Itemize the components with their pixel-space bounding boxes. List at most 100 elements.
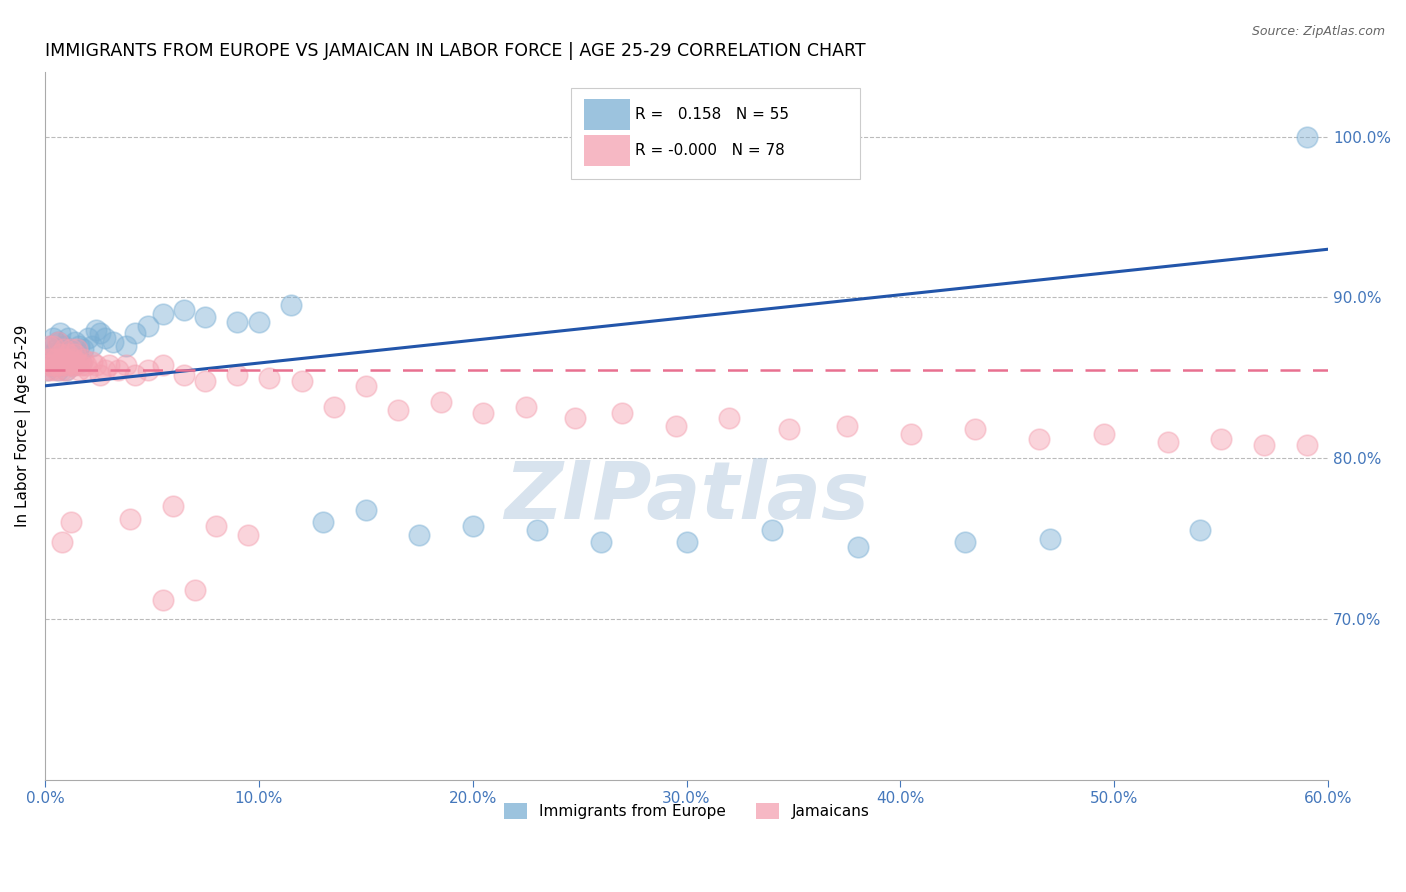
Point — [49, 355, 72, 369]
Point — [247, 314, 270, 328]
Point — [80, 339, 103, 353]
Point — [72, 342, 94, 356]
Point — [665, 419, 688, 434]
Point — [1295, 438, 1317, 452]
Point — [115, 339, 138, 353]
Point — [120, 512, 142, 526]
Point — [53, 339, 76, 353]
Point — [84, 358, 107, 372]
Point — [194, 374, 217, 388]
Text: R =   0.158   N = 55: R = 0.158 N = 55 — [636, 107, 789, 122]
Point — [152, 358, 174, 372]
Point — [70, 358, 93, 372]
Point — [49, 347, 72, 361]
Point — [89, 368, 111, 382]
Point — [58, 358, 80, 372]
Point — [38, 351, 60, 366]
Point — [162, 500, 184, 514]
Point — [1028, 432, 1050, 446]
Point — [46, 363, 69, 377]
Point — [38, 339, 60, 353]
Point — [84, 322, 107, 336]
Point — [38, 358, 60, 372]
Point — [46, 358, 69, 372]
Point — [124, 368, 146, 382]
Point — [63, 347, 86, 361]
Point — [55, 363, 77, 377]
Point — [226, 314, 249, 328]
Point — [39, 351, 62, 366]
Point — [835, 419, 858, 434]
Point — [62, 351, 84, 366]
Point — [589, 534, 612, 549]
Point — [408, 528, 430, 542]
Point — [965, 422, 987, 436]
Point — [51, 363, 73, 377]
Point — [94, 363, 117, 377]
Point — [63, 358, 86, 372]
Point — [103, 335, 125, 350]
Point — [46, 335, 69, 350]
Point — [98, 358, 121, 372]
Point — [46, 335, 69, 350]
Point — [1157, 435, 1180, 450]
Point — [76, 330, 98, 344]
Point — [39, 339, 62, 353]
Point — [51, 351, 73, 366]
Point — [152, 592, 174, 607]
Point — [55, 363, 77, 377]
Point — [59, 355, 82, 369]
Point — [1092, 427, 1115, 442]
Point — [42, 358, 65, 372]
Point — [778, 422, 800, 436]
Point — [461, 518, 484, 533]
Point — [45, 342, 67, 356]
Point — [107, 363, 129, 377]
FancyBboxPatch shape — [583, 99, 630, 130]
Point — [45, 355, 67, 369]
Point — [322, 400, 344, 414]
Point — [846, 540, 869, 554]
Point — [900, 427, 922, 442]
Point — [35, 351, 58, 366]
Point — [194, 310, 217, 324]
Point — [72, 351, 94, 366]
Point — [70, 355, 93, 369]
Point — [80, 355, 103, 369]
Point — [1253, 438, 1275, 452]
Point — [472, 406, 495, 420]
Text: Source: ZipAtlas.com: Source: ZipAtlas.com — [1251, 25, 1385, 38]
Point — [45, 363, 67, 377]
Point — [226, 368, 249, 382]
Point — [66, 342, 89, 356]
Point — [62, 358, 84, 372]
Point — [173, 303, 195, 318]
Point — [67, 363, 90, 377]
Y-axis label: In Labor Force | Age 25-29: In Labor Force | Age 25-29 — [15, 325, 31, 527]
Point — [51, 534, 73, 549]
Point — [55, 351, 77, 366]
Point — [564, 411, 586, 425]
Point — [280, 298, 302, 312]
Point — [53, 342, 76, 356]
Point — [58, 330, 80, 344]
Point — [53, 355, 76, 369]
Point — [35, 363, 58, 377]
Point — [236, 528, 259, 542]
Point — [354, 379, 377, 393]
Point — [94, 330, 117, 344]
Point — [39, 358, 62, 372]
Point — [429, 395, 451, 409]
Point — [259, 371, 281, 385]
Point — [53, 358, 76, 372]
Point — [290, 374, 312, 388]
FancyBboxPatch shape — [571, 88, 859, 178]
Point — [42, 330, 65, 344]
Point — [76, 363, 98, 377]
Point — [59, 342, 82, 356]
Legend: Immigrants from Europe, Jamaicans: Immigrants from Europe, Jamaicans — [498, 797, 876, 825]
Point — [761, 524, 783, 538]
Point — [66, 347, 89, 361]
Point — [173, 368, 195, 382]
Point — [1295, 129, 1317, 144]
